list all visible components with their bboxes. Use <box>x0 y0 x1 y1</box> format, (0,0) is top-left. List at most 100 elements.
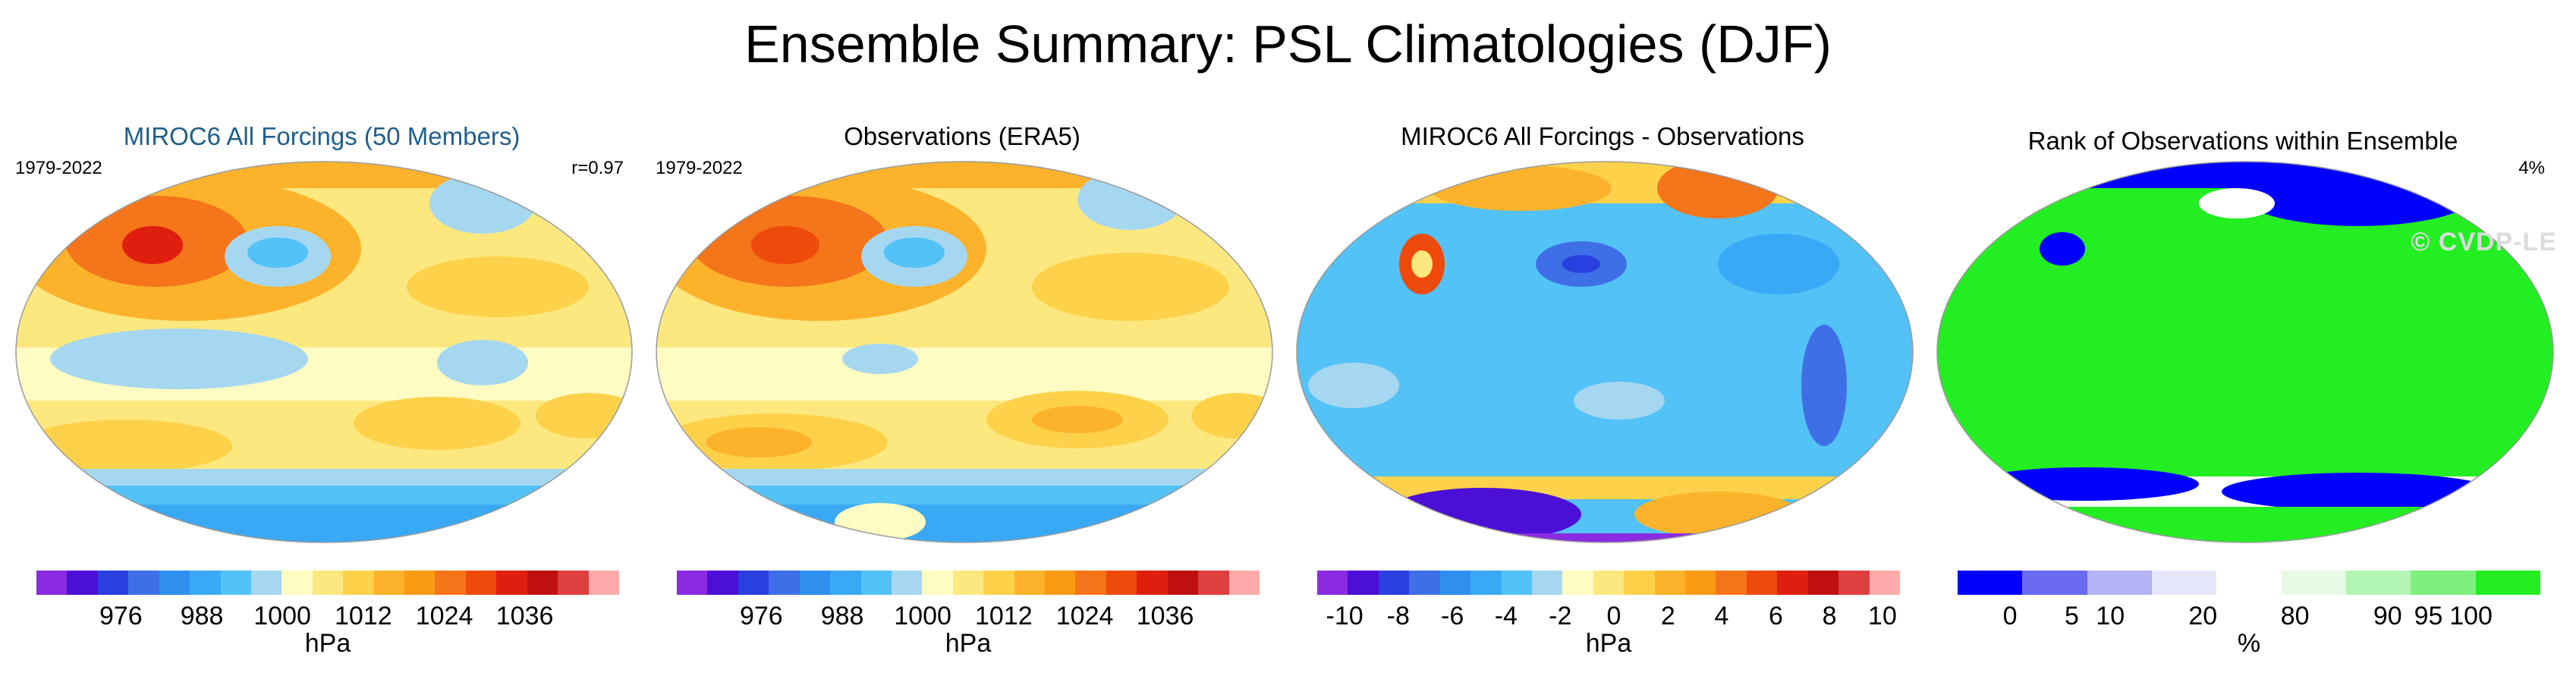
colorbar-swatch <box>496 571 527 595</box>
psl-map <box>656 161 1273 543</box>
colorbar-swatch <box>1317 571 1348 595</box>
colorbar-tick-label: 1036 <box>1136 602 1194 630</box>
colorbar-swatch <box>1654 571 1686 595</box>
colorbar-tick-label: 988 <box>180 602 224 630</box>
colorbar-swatch <box>1716 571 1747 595</box>
colorbar-swatch <box>738 571 769 595</box>
colorbar-swatch <box>891 571 923 595</box>
colorbar-swatch <box>250 571 282 595</box>
colorbar-swatch <box>769 571 800 595</box>
colorbar-swatch <box>282 571 313 595</box>
colorbar-swatch <box>1562 571 1593 595</box>
colorbar-tick-label: 10 <box>1868 602 1897 630</box>
colorbar-swatch <box>1869 571 1901 595</box>
colorbar-swatch <box>190 571 221 595</box>
psl-difference-map <box>1296 161 1914 543</box>
figure-title: Ensemble Summary: PSL Climatologies (DJF… <box>744 14 1832 74</box>
colorbar-tick-label: 95 <box>2414 602 2443 630</box>
colorbar-swatch <box>2475 571 2540 595</box>
colorbar <box>36 571 620 595</box>
colorbar-swatch <box>1531 571 1563 595</box>
watermark: © CVDP-LE <box>2411 228 2557 256</box>
colorbar-tick-label: 1012 <box>335 602 392 630</box>
panel-title: MIROC6 All Forcings (50 Members) <box>123 122 521 150</box>
colorbar-tick-label: 1000 <box>894 602 951 630</box>
colorbar-swatch <box>2216 571 2282 595</box>
colorbar-swatch <box>1014 571 1046 595</box>
colorbar-tick-label: 100 <box>2449 602 2493 630</box>
colorbar-swatch <box>1228 571 1260 595</box>
colorbar-swatch <box>1106 571 1137 595</box>
colorbar-tick-label: -6 <box>1441 602 1464 630</box>
colorbar-tick-label: 90 <box>2373 602 2402 630</box>
colorbar-tick-label: 80 <box>2280 602 2310 630</box>
colorbar-swatch <box>952 571 984 595</box>
colorbar-tick-label: 1024 <box>1055 602 1114 630</box>
colorbar-swatch <box>799 571 831 595</box>
colorbar-swatch <box>1746 571 1778 595</box>
rank-map <box>1936 161 2554 543</box>
colorbar-tick-label: 0 <box>1606 602 1621 630</box>
period-label: 1979-2022 <box>15 158 102 178</box>
colorbar-tick-label: 5 <box>2065 602 2079 630</box>
colorbar-swatch <box>558 571 589 595</box>
colorbar-swatch <box>2411 571 2476 595</box>
colorbar-tick-label: 1024 <box>415 602 473 630</box>
panel-observations-climatology: Observations (ERA5) 1979-2022 <box>643 121 1281 668</box>
colorbar-swatch <box>1075 571 1106 595</box>
colorbar-swatch <box>343 571 374 595</box>
colorbar-swatch <box>1348 571 1379 595</box>
colorbar-tick-label: -2 <box>1549 602 1572 630</box>
colorbar-tick-label: 1012 <box>975 602 1033 630</box>
colorbar-tick-label: 988 <box>820 602 864 630</box>
colorbar-swatch <box>588 571 620 595</box>
colorbar-tick-label: 1036 <box>495 602 554 630</box>
colorbar-tick-label: 0 <box>2002 602 2018 630</box>
colorbar-swatch <box>404 571 436 595</box>
colorbar-swatch <box>159 571 190 595</box>
colorbar-tick-label: 4 <box>1714 602 1729 630</box>
colorbar-swatch <box>465 571 497 595</box>
colorbar-swatch <box>97 571 129 595</box>
percent-label: 4% <box>2518 158 2545 178</box>
colorbar-tick-label: 976 <box>739 602 783 630</box>
colorbar-swatch <box>1439 571 1471 595</box>
colorbar-swatch <box>1685 571 1716 595</box>
colorbar-swatch <box>1958 571 2023 595</box>
colorbar-swatch <box>1378 571 1410 595</box>
panel-model-climatology: MIROC6 All Forcings (50 Members) 1979-20… <box>3 121 640 668</box>
colorbar-tick-label: 8 <box>1822 602 1837 630</box>
colorbar-swatch <box>2022 571 2087 595</box>
colorbar-swatch <box>1470 571 1502 595</box>
colorbar-swatch <box>1045 571 1076 595</box>
colorbar-swatch <box>128 571 159 595</box>
colorbar-swatch <box>1198 571 1229 595</box>
panel-title: MIROC6 All Forcings - Observations <box>1401 122 1804 150</box>
colorbar-tick-label: -10 <box>1326 602 1363 630</box>
colorbar-swatch <box>2281 571 2346 595</box>
colorbar-swatch <box>860 571 892 595</box>
colorbar-swatch <box>373 571 405 595</box>
colorbar-swatch <box>1409 571 1440 595</box>
colorbar <box>1958 571 2540 595</box>
colorbar-swatch <box>707 571 738 595</box>
colorbar-tick-label: 976 <box>99 602 143 630</box>
colorbar-swatch <box>677 571 708 595</box>
colorbar-swatch <box>1593 571 1625 595</box>
colorbar-swatch <box>922 571 953 595</box>
colorbar-tick-label: -4 <box>1494 602 1518 630</box>
colorbar-unit: hPa <box>1585 629 1632 658</box>
colorbar-swatch <box>2087 571 2152 595</box>
colorbar-swatch <box>435 571 466 595</box>
colorbar-swatch <box>2345 571 2411 595</box>
colorbar-swatch <box>312 571 344 595</box>
colorbar-tick-label: 1000 <box>253 602 311 630</box>
colorbar-swatch <box>1167 571 1199 595</box>
colorbar <box>677 571 1260 595</box>
colorbar-swatch <box>1777 571 1808 595</box>
panel-title: Rank of Observations within Ensemble <box>2027 127 2458 155</box>
psl-map <box>15 161 633 543</box>
colorbar-swatch <box>1624 571 1655 595</box>
panel-title: Observations (ERA5) <box>844 122 1080 150</box>
colorbar-swatch <box>1501 571 1532 595</box>
